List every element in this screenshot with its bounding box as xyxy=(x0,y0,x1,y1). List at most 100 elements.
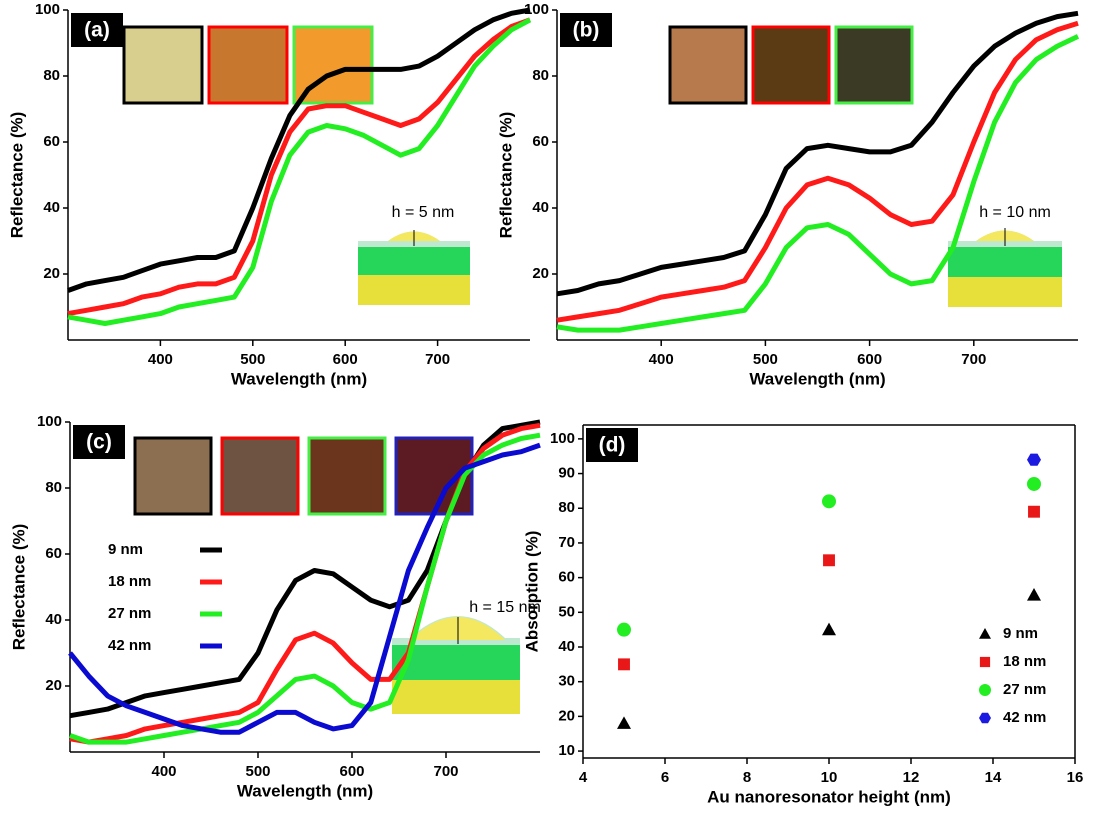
panel-label: (d) xyxy=(599,434,626,457)
y-tick-label: 50 xyxy=(558,603,575,620)
legend-label: 18 nm xyxy=(108,573,151,590)
y-axis-title: Reflectance (%) xyxy=(7,112,26,239)
x-tick-label: 10 xyxy=(821,769,838,786)
line-series xyxy=(67,17,532,326)
x-tick-label: 400 xyxy=(148,351,173,368)
point xyxy=(1027,476,1041,491)
legend-label: 9 nm xyxy=(108,541,143,558)
x-axis-title: Wavelength (nm) xyxy=(231,369,367,388)
x-axis-title: Au nanoresonator height (nm) xyxy=(707,787,951,806)
line-series xyxy=(556,20,1079,323)
x-tick-label: 500 xyxy=(245,763,270,780)
x-axis-title: Wavelength (nm) xyxy=(749,369,885,388)
point xyxy=(1028,505,1040,518)
x-tick-label: 8 xyxy=(743,769,751,786)
annotation: h = 10 nm xyxy=(979,204,1051,221)
x-tick-label: 12 xyxy=(903,769,920,786)
point xyxy=(822,494,836,509)
panel: 10 20 30 40 50 60 70 80 90 100 4 6 8 10 12 14 16 Au nanor… xyxy=(522,424,1084,806)
point xyxy=(617,716,631,729)
x-tick-label: 700 xyxy=(433,763,458,780)
legend-label: 27 nm xyxy=(108,605,151,622)
line-series xyxy=(556,34,1080,333)
annotation: h = 5 nm xyxy=(392,204,455,221)
line-series xyxy=(67,7,531,293)
legend-marker xyxy=(979,684,991,696)
legend-label: 42 nm xyxy=(108,637,151,654)
point xyxy=(1027,587,1041,601)
y-tick-label: 100 xyxy=(37,413,62,430)
legend-label: 9 nm xyxy=(1003,625,1038,642)
point xyxy=(823,554,835,567)
x-tick-label: 600 xyxy=(339,763,364,780)
panel-label-box xyxy=(73,425,125,459)
line-series xyxy=(68,442,541,735)
x-tick-label: 16 xyxy=(1067,769,1084,786)
structure-diagrams xyxy=(358,228,1062,714)
y-axis-title: Reflectance (%) xyxy=(496,112,515,239)
panel-label-box xyxy=(560,13,612,47)
x-tick-label: 700 xyxy=(961,351,986,368)
legend-label: 42 nm xyxy=(1003,709,1046,726)
line-series xyxy=(67,17,531,317)
line-series xyxy=(69,432,541,745)
panel-label: (c) xyxy=(86,431,112,454)
panel: 20 40 60 80 100 400 500 600 700 Wavelength (nm) Re… xyxy=(496,1,1080,388)
panel-label-box xyxy=(71,13,123,47)
point xyxy=(1027,453,1041,466)
y-tick-label: 20 xyxy=(45,677,62,694)
y-axis-title: Reflectance (%) xyxy=(9,524,28,651)
point xyxy=(618,658,630,671)
x-tick-label: 600 xyxy=(857,351,882,368)
x-tick-label: 500 xyxy=(240,351,265,368)
x-tick-label: 500 xyxy=(753,351,778,368)
y-tick-label: 90 xyxy=(558,465,575,482)
y-tick-label: 20 xyxy=(43,265,60,282)
swatches xyxy=(122,25,914,516)
panel-label: (a) xyxy=(84,19,110,42)
y-tick-label: 20 xyxy=(532,265,549,282)
x-axis-title: Wavelength (nm) xyxy=(237,781,373,800)
legend-marker xyxy=(979,656,991,668)
y-tick-label: 80 xyxy=(558,499,575,516)
y-tick-label: 100 xyxy=(35,1,60,18)
panel: 20 40 60 80 100 400 500 600 700 Wavelength (nm) Re… xyxy=(9,413,541,800)
y-tick-label: 20 xyxy=(558,707,575,724)
y-tick-label: 60 xyxy=(532,133,549,150)
y-tick-label: 40 xyxy=(558,638,575,655)
legend-marker xyxy=(979,712,991,724)
point xyxy=(617,622,631,637)
panel: 20 40 60 80 100 400 500 600 700 Wavelength (nm) Re… xyxy=(7,1,532,388)
y-tick-label: 40 xyxy=(45,611,62,628)
panel-label: (b) xyxy=(573,19,600,42)
y-axis-title: Absorption (%) xyxy=(522,531,541,653)
x-tick-label: 14 xyxy=(985,769,1002,786)
line-series xyxy=(556,10,1079,297)
y-tick-label: 40 xyxy=(43,199,60,216)
y-tick-label: 80 xyxy=(532,67,549,84)
legend-label: 18 nm xyxy=(1003,653,1046,670)
y-tick-label: 10 xyxy=(558,742,575,759)
x-tick-label: 600 xyxy=(333,351,358,368)
x-tick-label: 400 xyxy=(649,351,674,368)
y-tick-label: 30 xyxy=(558,673,575,690)
y-tick-label: 60 xyxy=(45,545,62,562)
y-tick-label: 80 xyxy=(43,67,60,84)
y-tick-label: 70 xyxy=(558,534,575,551)
x-tick-label: 700 xyxy=(425,351,450,368)
y-tick-label: 60 xyxy=(43,133,60,150)
x-tick-label: 6 xyxy=(661,769,669,786)
x-tick-label: 4 xyxy=(579,769,588,786)
y-tick-label: 100 xyxy=(524,1,549,18)
legend-marker xyxy=(979,628,991,639)
legend-label: 27 nm xyxy=(1003,681,1046,698)
x-tick-label: 400 xyxy=(151,763,176,780)
panel-label-box xyxy=(586,428,638,462)
y-tick-label: 80 xyxy=(45,479,62,496)
y-tick-label: 40 xyxy=(532,199,549,216)
y-tick-label: 60 xyxy=(558,569,575,586)
point xyxy=(822,622,836,636)
y-tick-label: 100 xyxy=(550,430,575,447)
